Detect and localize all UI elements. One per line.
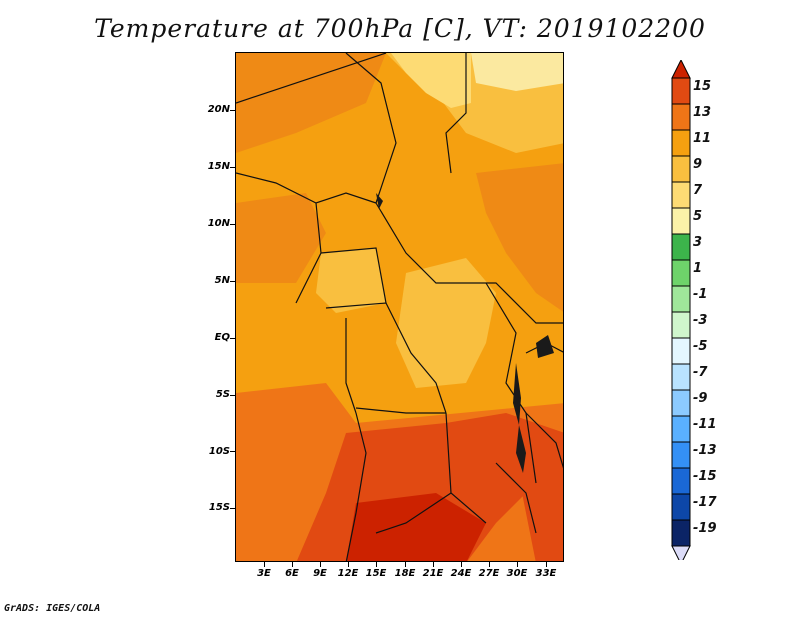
colorbar-cell: [671, 441, 691, 469]
colorbar-label: 11: [693, 131, 712, 146]
lon-label-27e: 27E: [478, 568, 500, 579]
lat-tick: [230, 224, 235, 225]
colorbar-label: 7: [693, 183, 703, 198]
colorbar-label: 13: [693, 105, 712, 120]
lon-tick: [489, 562, 490, 567]
colorbar-cell: [671, 181, 691, 209]
lat-tick: [230, 338, 235, 339]
colorbar-label: 3: [693, 235, 703, 250]
colorbar-cell: [671, 311, 691, 339]
field-7-9-congo: [396, 258, 496, 388]
colorbar-label: 5: [693, 209, 703, 224]
colorbar-cell: [671, 77, 691, 105]
field-11-west: [236, 193, 326, 283]
colorbar-label: -17: [693, 495, 717, 510]
lakes: [376, 193, 554, 473]
lon-label-21e: 21E: [422, 568, 444, 579]
lat-tick: [230, 395, 235, 396]
lon-label-6e: 6E: [285, 568, 299, 579]
grads-credit: GrADS: IGES/COLA: [4, 603, 101, 614]
lon-tick: [376, 562, 377, 567]
lat-tick: [230, 508, 235, 509]
field-11-east: [476, 163, 563, 312]
colorbar-cell: [671, 129, 691, 157]
colorbar-cell: [671, 493, 691, 521]
lat-label-eq: EQ: [214, 332, 230, 343]
lon-tick: [264, 562, 265, 567]
lon-label-30e: 30E: [506, 568, 528, 579]
colorbar-label: -13: [693, 443, 717, 458]
lat-label-5n: 5N: [214, 275, 230, 286]
colorbar-label: 9: [693, 157, 703, 172]
colorbar-label: -9: [693, 391, 708, 406]
colorbar-label: 1: [693, 261, 703, 276]
lon-label-18e: 18E: [394, 568, 416, 579]
field-11-north-west: [236, 53, 386, 153]
field-15-plus-south: [346, 493, 486, 561]
colorbar-label: -11: [693, 417, 717, 432]
colorbar-label: 15: [693, 79, 712, 94]
field-3-5-north: [471, 53, 563, 91]
chart-title: Temperature at 700hPa [C], VT: 201910220…: [94, 14, 706, 43]
lat-label-20n: 20N: [207, 104, 230, 115]
lat-tick: [230, 451, 235, 452]
lon-tick: [517, 562, 518, 567]
colorbar-cell: [671, 207, 691, 235]
colorbar: [671, 60, 691, 560]
lon-label-9e: 9E: [313, 568, 327, 579]
lon-tick: [348, 562, 349, 567]
lon-tick: [320, 562, 321, 567]
colorbar-cell: [671, 337, 691, 365]
colorbar-cell: [671, 519, 691, 547]
lon-label-15e: 15E: [365, 568, 387, 579]
colorbar-label: -3: [693, 313, 708, 328]
lat-label-15n: 15N: [207, 161, 230, 172]
colorbar-label: -5: [693, 339, 708, 354]
lat-label-10s: 10S: [208, 446, 230, 457]
colorbar-cell: [671, 467, 691, 495]
colorbar-cell: [671, 259, 691, 287]
colorbar-cell: [671, 103, 691, 131]
colorbar-cell: [671, 285, 691, 313]
colorbar-label: -7: [693, 365, 708, 380]
lat-tick: [230, 281, 235, 282]
field-7-9-central-west: [316, 248, 386, 313]
colorbar-bottom-arrow: [671, 545, 691, 560]
colorbar-cell: [671, 155, 691, 183]
lon-tick: [546, 562, 547, 567]
lat-tick: [230, 110, 235, 111]
lon-label-24e: 24E: [450, 568, 472, 579]
lat-label-5s: 5S: [215, 389, 230, 400]
lon-label-3e: 3E: [257, 568, 271, 579]
lon-tick: [292, 562, 293, 567]
colorbar-cell: [671, 389, 691, 417]
colorbar-label: -1: [693, 287, 708, 302]
lon-label-33e: 33E: [535, 568, 557, 579]
lon-tick: [433, 562, 434, 567]
lon-tick: [405, 562, 406, 567]
colorbar-cell: [671, 363, 691, 391]
field-5-7-north: [391, 53, 471, 108]
colorbar-label: -15: [693, 469, 717, 484]
lat-label-10n: 10N: [207, 218, 230, 229]
colorbar-cell: [671, 233, 691, 261]
lat-label-15s: 15S: [208, 502, 230, 513]
lon-label-12e: 12E: [337, 568, 359, 579]
country-borders: [236, 53, 563, 561]
lon-tick: [461, 562, 462, 567]
lat-tick: [230, 167, 235, 168]
temperature-map: [235, 52, 564, 562]
colorbar-cell: [671, 415, 691, 443]
colorbar-top-arrow: [671, 60, 691, 79]
colorbar-label: -19: [693, 521, 717, 536]
map-canvas: [236, 53, 563, 561]
